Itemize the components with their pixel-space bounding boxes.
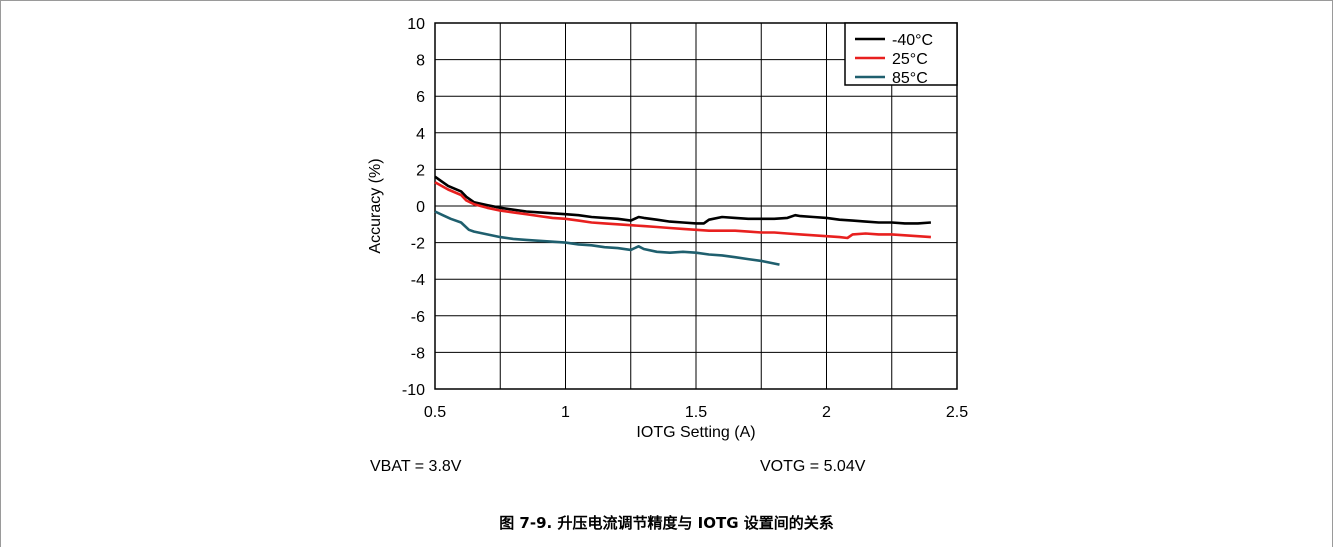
y-tick-label: -2	[411, 236, 425, 253]
x-tick-label: 1	[561, 404, 570, 421]
legend: -40°C 25°C 85°C	[844, 22, 958, 87]
vbat-note: VBAT = 3.8V	[370, 458, 462, 475]
plot-border	[434, 22, 958, 390]
y-tick-label: 4	[416, 126, 425, 143]
x-tick-label: 2	[822, 404, 831, 421]
y-tick-label: 0	[416, 199, 425, 216]
x-axis-label: IOTG Setting (A)	[636, 424, 755, 441]
legend-box	[844, 22, 958, 86]
x-tick-label: 2.5	[946, 404, 968, 421]
legend-label: 25°C	[892, 51, 928, 68]
series-line-1	[434, 181, 931, 240]
y-tick-label: 10	[407, 16, 425, 33]
y-tick-label: -10	[402, 382, 425, 399]
y-tick-label: -4	[411, 272, 425, 289]
grid-lines	[435, 23, 957, 389]
figure-caption: 图 7-9. 升压电流调节精度与 IOTG 设置间的关系	[499, 514, 834, 532]
x-tick-labels: 0.5 1 1.5 2 2.5	[424, 404, 968, 421]
y-axis-label: Accuracy (%)	[367, 158, 384, 253]
series-layer	[434, 175, 931, 266]
y-tick-label: 6	[416, 89, 425, 106]
y-tick-label: -6	[411, 309, 425, 326]
x-tick-label: 1.5	[685, 404, 707, 421]
legend-label: -40°C	[892, 32, 933, 49]
legend-label: 85°C	[892, 70, 928, 87]
y-tick-labels: 10 8 6 4 2 0 -2 -4 -6 -8 -10	[402, 16, 425, 399]
x-tick-label: 0.5	[424, 404, 446, 421]
y-tick-label: 8	[416, 53, 425, 70]
y-tick-label: -8	[411, 345, 425, 362]
accuracy-chart: 0.5 1 1.5 2 2.5 10 8 6 4 2 0 -2 -4 -6 -8 -10 IOTG Sett…	[367, 16, 968, 441]
series-line-0	[434, 175, 931, 225]
votg-note: VOTG = 5.04V	[760, 458, 866, 475]
series-line-2	[434, 210, 780, 266]
y-tick-label: 2	[416, 162, 425, 179]
